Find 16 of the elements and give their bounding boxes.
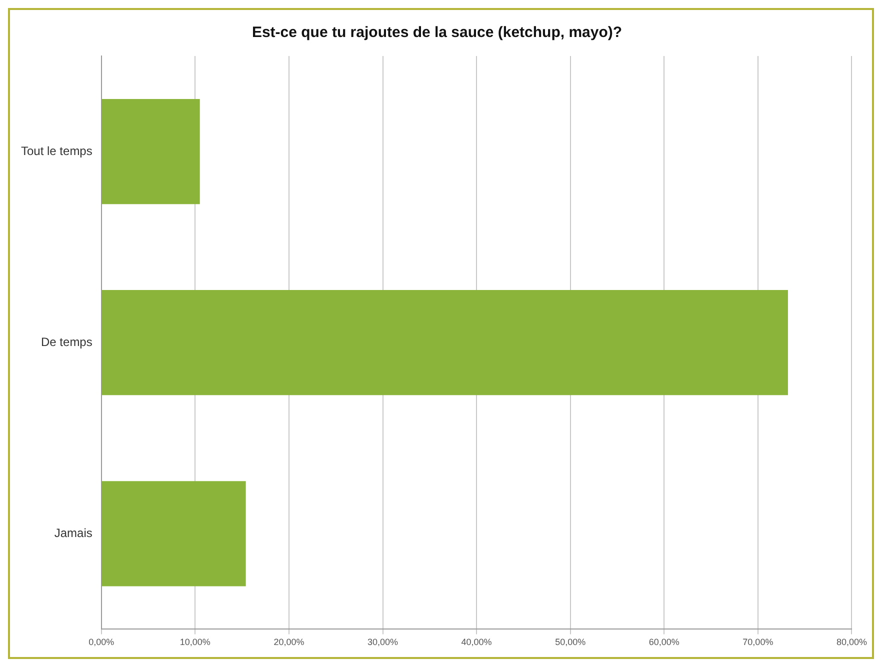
x-tick-label: 10,00% — [180, 637, 210, 648]
bar — [102, 481, 246, 586]
x-tick-label: 40,00% — [461, 637, 492, 648]
y-tick-label: Tout le temps — [20, 144, 92, 158]
x-tick-label: 80,00% — [836, 637, 868, 648]
y-tick-label: Jamais — [54, 526, 92, 540]
x-tick-label: 50,00% — [555, 637, 586, 648]
y-tick-label: De temps — [41, 334, 92, 349]
bar — [102, 290, 788, 396]
x-tick-label: 70,00% — [742, 637, 774, 648]
x-tick-label: 30,00% — [367, 637, 398, 648]
bar — [102, 98, 200, 204]
x-tick-label: 60,00% — [648, 637, 680, 648]
x-tick-label: 20,00% — [274, 637, 304, 648]
x-tick-label: 0,00% — [88, 637, 114, 648]
chart-title: Est-ce que tu rajoutes de la sauce (ketchup, mayo)? — [252, 24, 622, 42]
